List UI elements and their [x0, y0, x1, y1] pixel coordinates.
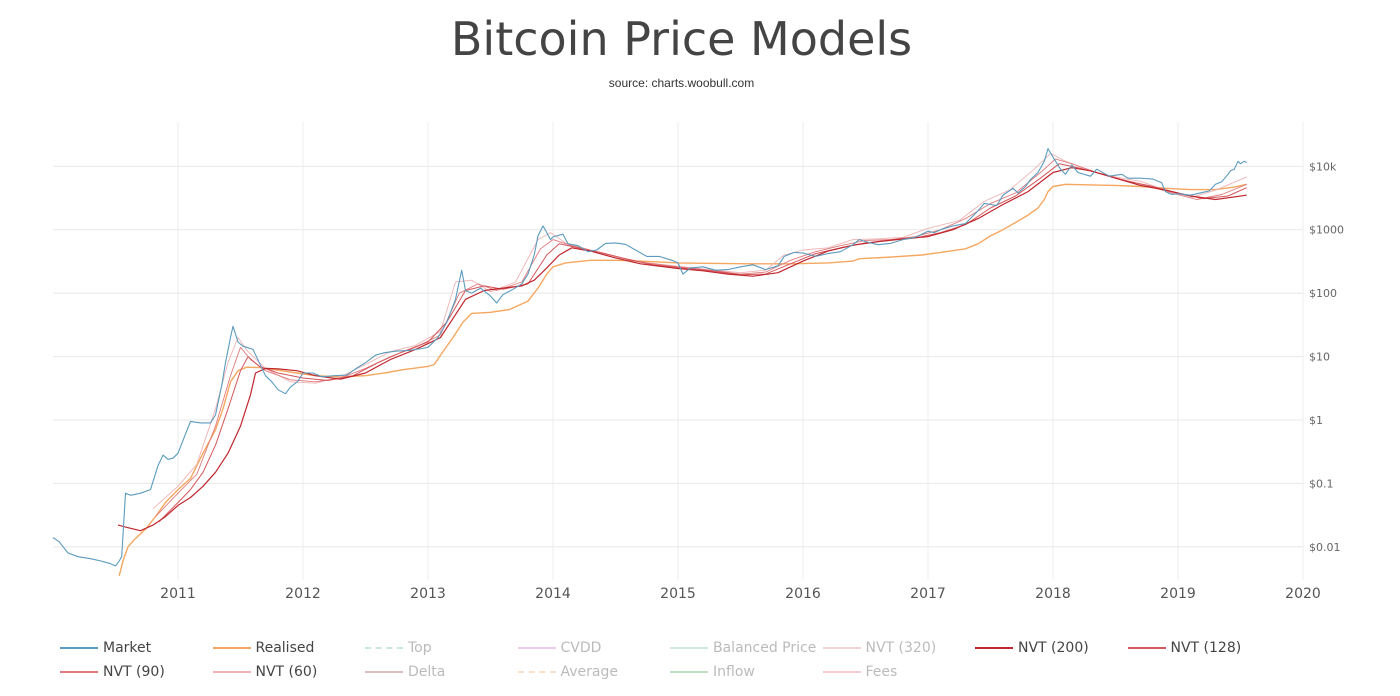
legend-label: Market: [103, 640, 152, 656]
legend-item-market[interactable]: Market: [60, 640, 213, 656]
x-gridlines: [177, 122, 1304, 580]
legend-label: NVT (128): [1170, 640, 1242, 656]
series-line-nvt-128: [158, 163, 1247, 522]
legend-label: NVT (60): [255, 664, 318, 680]
legend-item-nvt-200[interactable]: NVT (200): [975, 640, 1128, 656]
x-tick-label: 2014: [535, 586, 571, 602]
legend-label: Balanced Price: [713, 640, 817, 656]
x-tick-label: 2015: [660, 586, 696, 602]
legend-item-inflow[interactable]: Inflow: [670, 664, 823, 680]
legend-label: Top: [408, 640, 432, 656]
series-line-market: [52, 148, 1247, 567]
legend-swatch: [822, 647, 861, 649]
legend-item-nvt-90[interactable]: NVT (90): [60, 664, 213, 680]
x-tick-label: 2018: [1035, 586, 1071, 602]
legend-item-top[interactable]: Top: [365, 640, 518, 656]
legend-label: NVT (200): [1018, 640, 1089, 656]
x-axis-ticks: 2011 2012 2013 2014 2015 2016 2017 2018 2019 2020: [160, 586, 1321, 602]
y-tick-label: $0.1: [1309, 477, 1334, 490]
legend-swatch: [517, 671, 556, 673]
legend-item-realised[interactable]: Realised: [212, 640, 366, 656]
legend-swatch: [1127, 647, 1166, 649]
legend-swatch: [365, 671, 403, 673]
y-tick-label: $100: [1309, 287, 1337, 300]
x-tick-label: 2017: [910, 586, 946, 602]
legend-item-delta[interactable]: Delta: [365, 664, 518, 680]
legend-row: NVT (90) NVT (60) Delta Average Inflow Fees: [60, 660, 1380, 684]
series-line-nvt-60: [152, 152, 1247, 510]
legend-swatch: [212, 647, 251, 649]
chart-title: Bitcoin Price Models: [450, 12, 913, 66]
x-tick-label: 2011: [160, 586, 196, 602]
series-line-nvt-90: [155, 158, 1247, 517]
legend-swatch: [212, 671, 251, 673]
legend-item-balanced-price[interactable]: Balanced Price: [670, 640, 823, 656]
y-tick-label: $1000: [1309, 224, 1344, 237]
chart-legend: Market Realised Top CVDD Balanced Price NVT (…: [60, 636, 1380, 684]
legend-item-nvt-128[interactable]: NVT (128): [1127, 640, 1281, 656]
legend-label: Delta: [408, 664, 446, 680]
legend-item-fees[interactable]: Fees: [822, 664, 976, 680]
legend-swatch: [975, 647, 1013, 649]
legend-row: Market Realised Top CVDD Balanced Price NVT (…: [60, 636, 1380, 660]
x-tick-label: 2013: [410, 586, 446, 602]
x-tick-label: 2016: [785, 586, 821, 602]
legend-swatch: [517, 647, 556, 649]
legend-swatch: [822, 671, 861, 673]
price-chart[interactable]: 2011 2012 2013 2014 2015 2016 2017 2018 2019 2020…: [0, 0, 1400, 630]
y-axis-ticks: $0.01 $0.1 $1 $10 $100 $1000 $10k: [1309, 160, 1344, 554]
y-tick-label: $0.01: [1309, 541, 1341, 554]
y-tick-label: $10: [1309, 351, 1330, 364]
legend-label: CVDD: [560, 640, 602, 656]
legend-label: Inflow: [713, 664, 755, 680]
x-tick-label: 2020: [1285, 586, 1321, 602]
y-tick-label: $1: [1309, 414, 1323, 427]
series-lines: [52, 148, 1247, 576]
legend-swatch: [670, 671, 708, 673]
chart-subtitle: source: charts.woobull.com: [608, 76, 755, 90]
legend-item-cvdd[interactable]: CVDD: [517, 640, 671, 656]
legend-label: NVT (90): [103, 664, 165, 680]
legend-label: Average: [560, 664, 619, 680]
series-line-realised: [118, 183, 1247, 576]
legend-item-average[interactable]: Average: [517, 664, 671, 680]
series-line-nvt-200: [117, 167, 1247, 532]
legend-swatch: [670, 647, 708, 649]
legend-label: NVT (320): [865, 640, 937, 656]
legend-label: Fees: [865, 664, 898, 680]
y-tick-label: $10k: [1309, 160, 1337, 173]
x-tick-label: 2019: [1160, 586, 1196, 602]
legend-label: Realised: [255, 640, 315, 656]
legend-swatch: [365, 647, 403, 649]
legend-item-nvt-60[interactable]: NVT (60): [212, 664, 366, 680]
legend-swatch: [60, 671, 98, 673]
legend-swatch: [60, 647, 98, 649]
legend-item-nvt-320[interactable]: NVT (320): [822, 640, 976, 656]
x-tick-label: 2012: [285, 586, 321, 602]
